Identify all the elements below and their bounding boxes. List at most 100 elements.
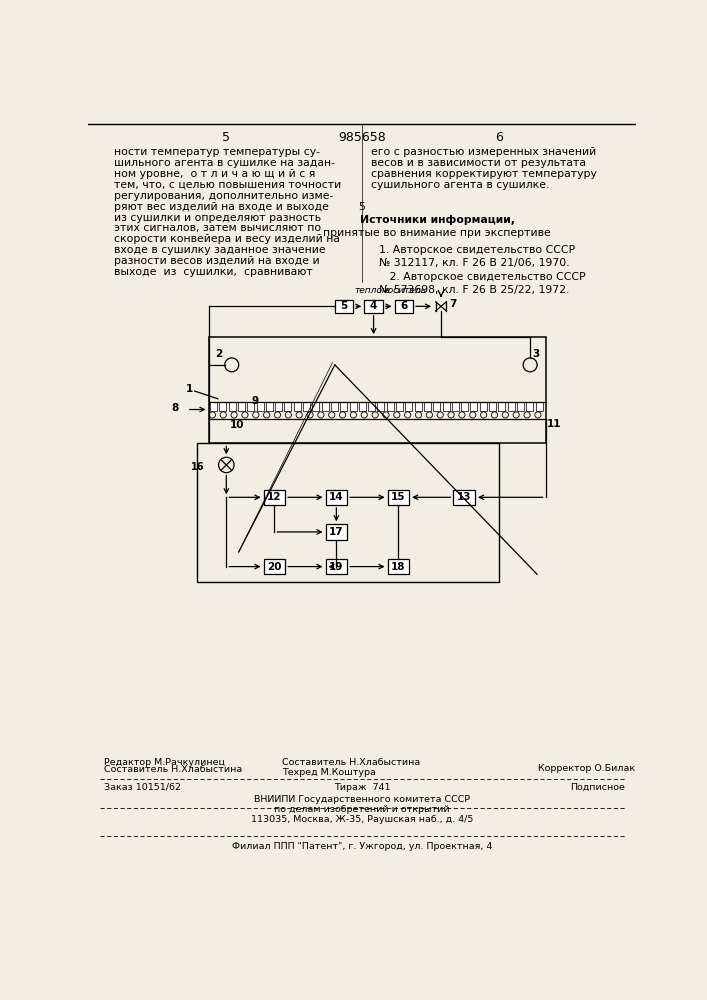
Text: 2: 2: [215, 349, 222, 359]
Text: 5: 5: [358, 202, 366, 212]
Text: ВНИИПИ Государственного комитета СССР: ВНИИПИ Государственного комитета СССР: [254, 795, 470, 804]
Bar: [498, 402, 506, 411]
Bar: [210, 402, 217, 411]
Text: Филиал ППП "Патент", г. Ужгород, ул. Проектная, 4: Филиал ППП "Патент", г. Ужгород, ул. Про…: [232, 842, 492, 851]
Bar: [264, 559, 285, 574]
Bar: [325, 559, 347, 574]
Bar: [424, 402, 431, 411]
Text: 15: 15: [391, 492, 406, 502]
Bar: [443, 402, 450, 411]
Text: 16: 16: [191, 462, 204, 472]
Text: принятые во внимание при экспертиве: принятые во внимание при экспертиве: [323, 228, 551, 238]
Bar: [340, 402, 347, 411]
Text: ряют вес изделий на входе и выходе: ряют вес изделий на входе и выходе: [114, 202, 329, 212]
Text: Составитель Н.Хлабыстина: Составитель Н.Хлабыстина: [282, 758, 421, 767]
Text: выходе  из  сушилки,  сравнивают: выходе из сушилки, сравнивают: [114, 267, 312, 277]
Text: 20: 20: [267, 562, 281, 572]
Bar: [197, 443, 499, 582]
Text: Редактор М.Рачкулинец: Редактор М.Рачкулинец: [104, 758, 225, 767]
Bar: [325, 490, 347, 505]
Text: 5: 5: [341, 301, 348, 311]
Bar: [312, 402, 320, 411]
Bar: [209, 337, 546, 443]
Text: Корректор О.Билак: Корректор О.Билак: [538, 764, 635, 773]
Text: Составитель Н.Хлабыстина: Составитель Н.Хлабыстина: [104, 765, 242, 774]
Text: 18: 18: [391, 562, 406, 572]
Bar: [387, 402, 394, 411]
Text: 985658: 985658: [338, 131, 386, 144]
Text: скорости конвейера и весу изделий на: скорости конвейера и весу изделий на: [114, 234, 340, 244]
Text: 14: 14: [329, 492, 344, 502]
Bar: [387, 490, 409, 505]
Bar: [396, 402, 403, 411]
Text: 9: 9: [251, 396, 258, 406]
Bar: [387, 559, 409, 574]
Bar: [349, 402, 356, 411]
Text: № 312117, кл. F 26 B 21/06, 1970.: № 312117, кл. F 26 B 21/06, 1970.: [379, 258, 570, 268]
Text: 3: 3: [532, 349, 539, 359]
Bar: [359, 402, 366, 411]
Bar: [335, 300, 354, 313]
Bar: [325, 524, 347, 540]
Text: из сушилки и определяют разность: из сушилки и определяют разность: [114, 213, 321, 223]
Text: Техред М.Коштура: Техред М.Коштура: [282, 768, 376, 777]
Bar: [322, 402, 329, 411]
Bar: [228, 402, 235, 411]
Text: 13: 13: [457, 492, 472, 502]
Bar: [331, 402, 338, 411]
Text: 6: 6: [495, 131, 503, 144]
Bar: [378, 402, 385, 411]
Text: Источники информации,: Источники информации,: [360, 215, 515, 225]
Text: ном уровне,  о т л и ч а ю щ и й с я: ном уровне, о т л и ч а ю щ и й с я: [114, 169, 315, 179]
Bar: [489, 402, 496, 411]
Text: Заказ 10151/62: Заказ 10151/62: [104, 783, 181, 792]
Text: 6: 6: [400, 301, 407, 311]
Bar: [508, 402, 515, 411]
Bar: [470, 402, 477, 411]
Bar: [284, 402, 291, 411]
Text: 12: 12: [267, 492, 281, 502]
Bar: [364, 300, 383, 313]
Text: сушильного агента в сушилке.: сушильного агента в сушилке.: [371, 180, 549, 190]
Text: весов и в зависимости от результата: весов и в зависимости от результата: [371, 158, 586, 168]
Bar: [238, 402, 245, 411]
Text: 7: 7: [449, 299, 456, 309]
Text: шильного агента в сушилке на задан-: шильного агента в сушилке на задан-: [114, 158, 335, 168]
Bar: [526, 402, 533, 411]
Bar: [535, 402, 542, 411]
Bar: [247, 402, 255, 411]
Bar: [257, 402, 264, 411]
Bar: [275, 402, 282, 411]
Text: 19: 19: [329, 562, 344, 572]
Bar: [219, 402, 226, 411]
Text: 5: 5: [221, 131, 230, 144]
Text: входе в сушилку заданное значение: входе в сушилку заданное значение: [114, 245, 326, 255]
Text: регулирования, дополнительно изме-: регулирования, дополнительно изме-: [114, 191, 333, 201]
Bar: [368, 402, 375, 411]
Text: теплоноситель: теплоноситель: [355, 286, 426, 295]
Bar: [461, 402, 468, 411]
Bar: [414, 402, 421, 411]
Bar: [433, 402, 440, 411]
Bar: [452, 402, 459, 411]
Bar: [293, 402, 300, 411]
Text: 4: 4: [370, 301, 378, 311]
Text: его с разностью измеренных значений: его с разностью измеренных значений: [371, 147, 597, 157]
Text: Тираж  741: Тираж 741: [334, 783, 390, 792]
Bar: [453, 490, 475, 505]
Text: 17: 17: [329, 527, 344, 537]
Text: 8: 8: [171, 403, 179, 413]
Text: этих сигналов, затем вычисляют по: этих сигналов, затем вычисляют по: [114, 223, 321, 233]
Text: сравнения корректируют температуру: сравнения корректируют температуру: [371, 169, 597, 179]
Text: разности весов изделий на входе и: разности весов изделий на входе и: [114, 256, 320, 266]
Text: ности температур температуры су-: ности температур температуры су-: [114, 147, 320, 157]
Bar: [480, 402, 486, 411]
Text: Подписное: Подписное: [570, 783, 625, 792]
Bar: [266, 402, 273, 411]
Text: 1: 1: [186, 384, 193, 394]
Text: 113035, Москва, Ж-35, Раушская наб., д. 4/5: 113035, Москва, Ж-35, Раушская наб., д. …: [251, 815, 473, 824]
Text: 10: 10: [230, 420, 245, 430]
Bar: [264, 490, 285, 505]
Bar: [303, 402, 310, 411]
Text: 11: 11: [547, 419, 561, 429]
